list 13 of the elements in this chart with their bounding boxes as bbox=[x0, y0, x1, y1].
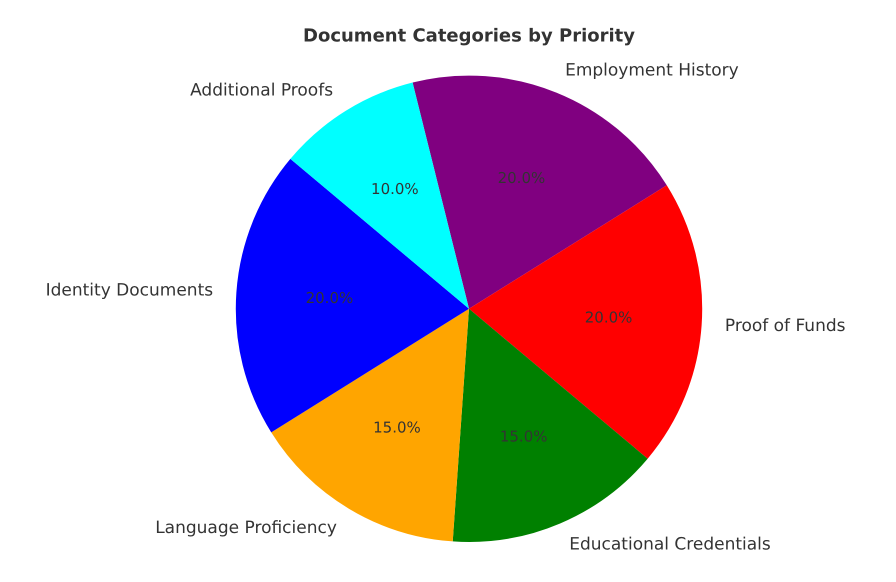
slice-label: Additional Proofs bbox=[190, 80, 334, 101]
data-label: 20.0% bbox=[584, 308, 632, 326]
data-label: 20.0% bbox=[498, 168, 546, 187]
slice-label: Language Proficiency bbox=[155, 518, 337, 538]
data-label: 15.0% bbox=[373, 418, 421, 437]
data-label: 15.0% bbox=[500, 427, 548, 446]
slice-label: Proof of Funds bbox=[724, 316, 846, 336]
slice-label: Educational Credentials bbox=[569, 534, 771, 554]
chart-title: Document Categories by Priority bbox=[303, 25, 636, 46]
data-label: 10.0% bbox=[371, 180, 419, 198]
data-label: 20.0% bbox=[306, 288, 354, 307]
slice-label: Employment History bbox=[565, 60, 739, 80]
slice-label: Identity Documents bbox=[46, 280, 214, 300]
